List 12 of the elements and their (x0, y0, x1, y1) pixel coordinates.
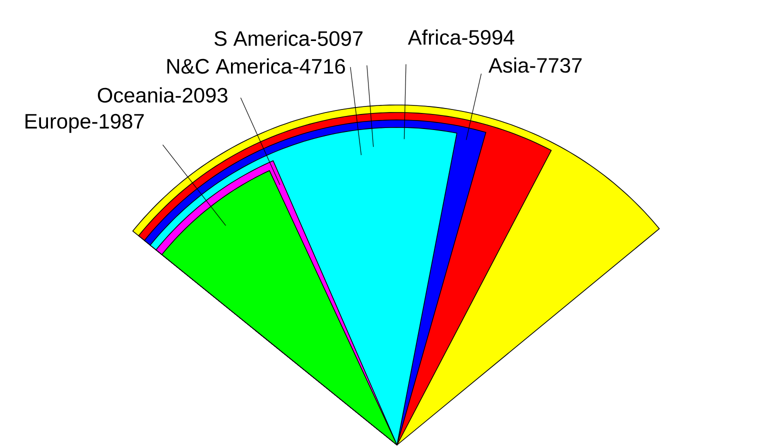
category-label: Europe- (26, 114, 98, 133)
data-label: 1987 (100, 114, 144, 129)
category-label: Asia- (488, 57, 536, 73)
data-label: 5994 (469, 30, 514, 45)
category-label: N&C America- (167, 58, 298, 74)
data-label: 2093 (182, 88, 228, 103)
data-label: 7737 (537, 58, 582, 73)
data-label: 4716 (300, 58, 345, 74)
category-label: Africa- (408, 29, 468, 45)
data-label: 5097 (318, 31, 362, 46)
category-label: Oceania- (98, 87, 181, 103)
category-label: S America- (214, 30, 316, 46)
